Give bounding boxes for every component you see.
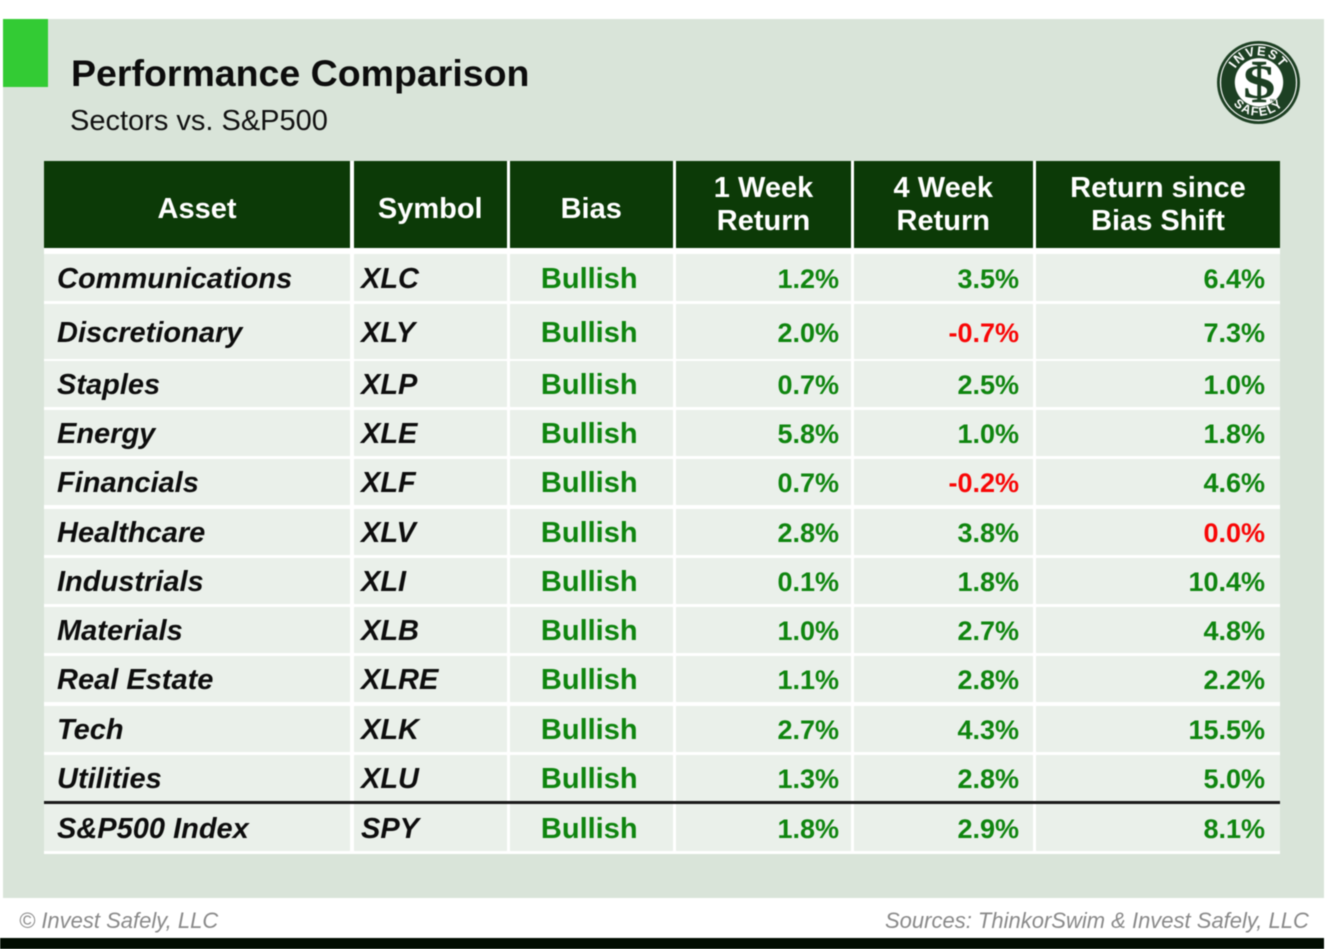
svg-text:TM: TM — [1270, 98, 1275, 102]
svg-text:SAFELY: SAFELY — [1231, 96, 1286, 119]
